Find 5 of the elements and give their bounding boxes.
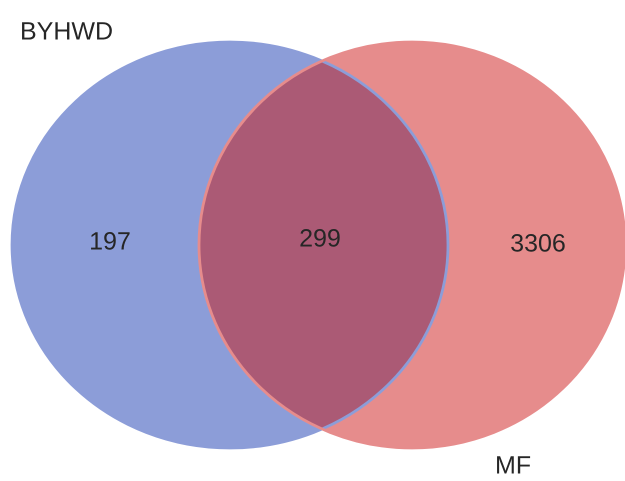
data-label: 197: [91, 232, 130, 250]
data-label: 3306: [511, 234, 565, 252]
text: MF: [497, 456, 530, 474]
text: BYHWD: [22, 22, 112, 40]
data-label: 299: [300, 229, 340, 247]
